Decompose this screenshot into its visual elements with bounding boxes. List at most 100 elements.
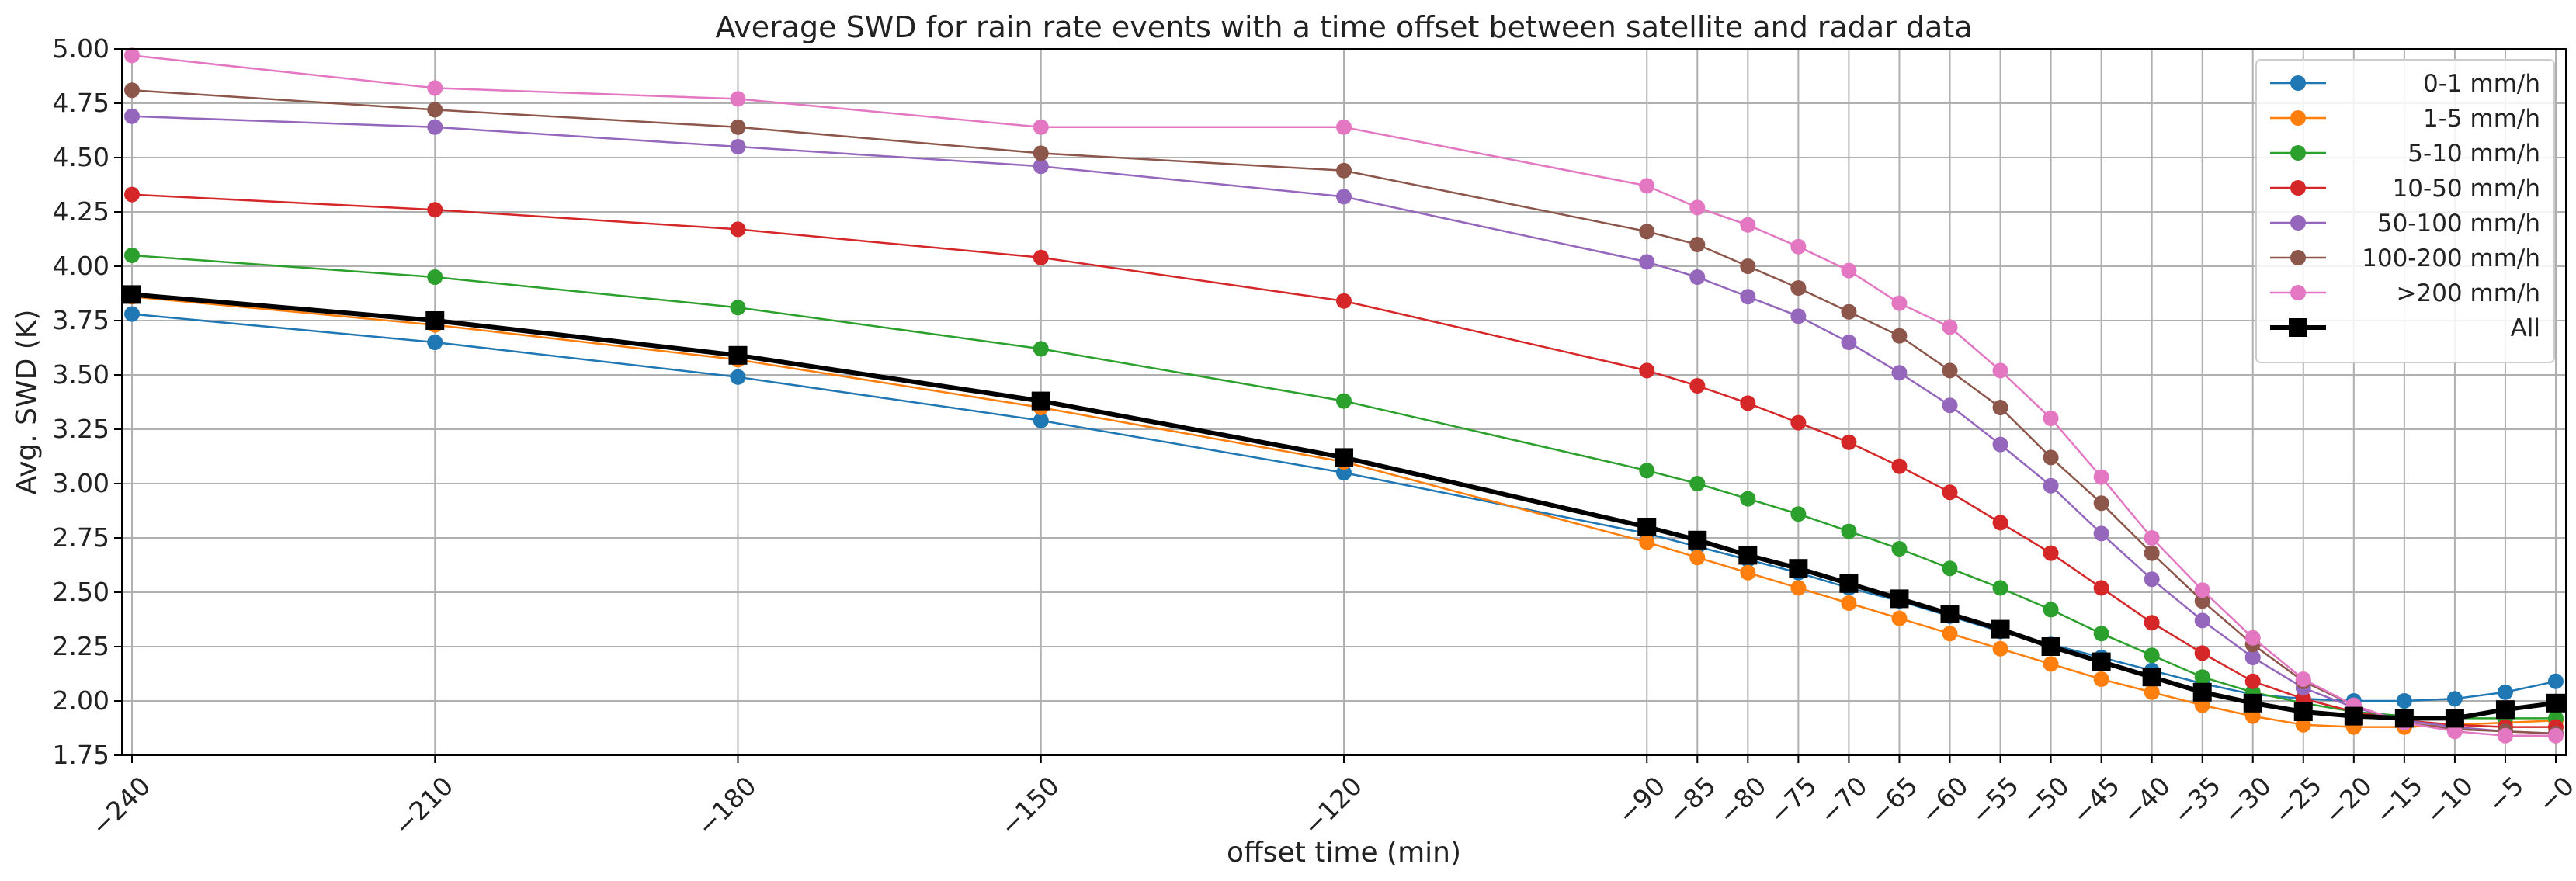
data-point	[1639, 254, 1655, 270]
data-point	[1740, 564, 1756, 581]
y-tick-label: 2.50	[53, 577, 109, 607]
legend-item: 100-200 mm/h	[2270, 245, 2540, 272]
data-point	[2194, 612, 2210, 629]
data-point	[1992, 400, 2008, 415]
x-tick-label: −5	[2481, 771, 2529, 819]
data-point	[2041, 637, 2060, 656]
data-point	[2043, 449, 2059, 466]
data-point	[730, 300, 746, 316]
data-point	[1942, 560, 1958, 577]
data-point	[2144, 530, 2160, 546]
legend-label: 10-50 mm/h	[2393, 175, 2540, 203]
data-point	[1992, 436, 2008, 453]
legend: 0-1 mm/h 1-5 mm/h 5-10 mm/h 10-50 mm/h 50-10…	[2255, 59, 2555, 363]
data-point	[730, 139, 746, 154]
data-point	[1891, 328, 1908, 344]
legend-marker	[2290, 110, 2306, 126]
data-point	[2093, 525, 2109, 542]
data-point	[2093, 580, 2109, 596]
data-point	[1033, 119, 1049, 135]
x-tick-label: −85	[1662, 771, 1722, 831]
x-axis-title: offset time (min)	[1227, 837, 1461, 869]
data-point	[1891, 458, 1908, 474]
data-point	[1689, 550, 1706, 566]
data-point	[1689, 199, 1706, 216]
data-point	[2445, 709, 2464, 728]
data-point	[2295, 671, 2311, 687]
x-tick-label: −15	[2369, 771, 2428, 831]
legend-label: All	[2511, 314, 2540, 342]
data-point	[1639, 463, 1655, 479]
x-tick-label: −180	[691, 771, 762, 842]
y-tick-label: 4.75	[53, 88, 109, 118]
data-point	[1740, 258, 1756, 274]
legend-marker	[2290, 145, 2306, 161]
legend-label: 5-10 mm/h	[2408, 140, 2540, 168]
series-all	[123, 285, 2565, 728]
legend-marker	[2290, 250, 2306, 265]
data-point	[1790, 308, 1807, 324]
data-point	[123, 285, 142, 304]
y-tick-label: 3.00	[53, 468, 109, 498]
data-point	[2144, 684, 2160, 700]
data-point	[1841, 434, 1857, 450]
data-point	[1942, 626, 1958, 642]
data-point	[1033, 341, 1049, 357]
data-point	[1740, 217, 1756, 233]
data-point	[1689, 237, 1706, 252]
data-point	[1942, 484, 1958, 501]
data-point	[2043, 545, 2059, 561]
legend-marker	[2289, 318, 2307, 337]
data-point	[427, 335, 443, 350]
legend-item: 50-100 mm/h	[2270, 210, 2540, 238]
data-point	[728, 345, 748, 365]
x-tick-label: −60	[1915, 771, 1974, 831]
legend-item: 1-5 mm/h	[2270, 105, 2540, 133]
y-tick-label: 3.25	[53, 414, 109, 444]
x-tick-label: −50	[2015, 771, 2075, 831]
y-tick-label: 4.00	[53, 251, 109, 281]
data-point	[1336, 465, 1352, 480]
data-point	[1841, 523, 1857, 539]
data-point	[1790, 580, 1807, 596]
legend-item: 5-10 mm/h	[2270, 140, 2540, 168]
data-point	[1637, 518, 1657, 536]
data-point	[1839, 574, 1859, 593]
y-tick-label: 3.50	[53, 359, 109, 390]
x-tick-label: −30	[2217, 771, 2277, 831]
data-point	[1841, 303, 1857, 320]
data-point	[1336, 293, 1352, 309]
legend-item: 10-50 mm/h	[2270, 175, 2540, 203]
data-point	[2144, 545, 2160, 561]
legend-label: >200 mm/h	[2397, 279, 2541, 307]
data-point	[427, 80, 443, 96]
legend-label: 50-100 mm/h	[2377, 210, 2540, 238]
data-point	[1336, 162, 1352, 179]
data-point	[425, 311, 445, 330]
data-point	[2092, 652, 2111, 671]
data-point	[1689, 378, 1706, 394]
data-point	[2144, 647, 2160, 664]
data-point	[1942, 319, 1958, 335]
x-tick-label: −75	[1763, 771, 1823, 831]
data-point	[2546, 693, 2565, 713]
data-point	[1689, 476, 1706, 491]
data-point	[2194, 645, 2210, 661]
legend-marker	[2290, 180, 2306, 196]
data-point	[1738, 546, 1758, 565]
x-tick-label: −240	[85, 771, 157, 842]
data-point	[1992, 640, 2008, 657]
data-point	[2244, 650, 2261, 665]
data-point	[1991, 619, 2010, 639]
data-point	[2043, 656, 2059, 672]
data-point	[1689, 269, 1706, 285]
data-point	[427, 269, 443, 285]
x-tick-label: −25	[2268, 771, 2328, 831]
data-point	[1688, 530, 1707, 550]
y-tick-label: 5.00	[53, 33, 109, 64]
data-point	[2547, 727, 2564, 744]
series-line	[131, 295, 2557, 728]
legend-item: All	[2270, 314, 2540, 342]
data-point	[124, 47, 141, 64]
